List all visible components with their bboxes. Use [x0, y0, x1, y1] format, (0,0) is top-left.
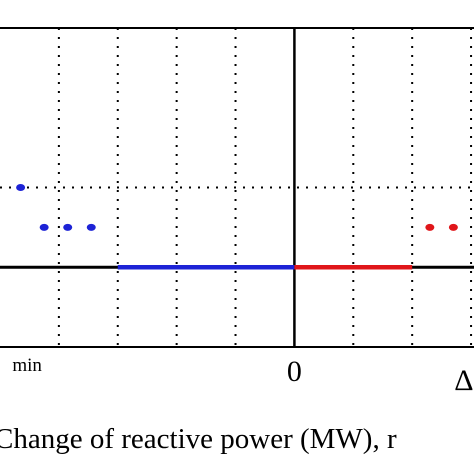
series-0-point-0 [16, 184, 26, 191]
x-tick-label-2: Δ [454, 364, 473, 397]
series-1-point-0 [425, 223, 435, 231]
grid [0, 28, 474, 347]
series-0-point-3 [86, 223, 96, 231]
tick-labels: min 0 Δ [12, 355, 473, 397]
series [16, 184, 458, 270]
series-0-point-1 [39, 223, 49, 231]
x-tick-label-1: 0 [287, 355, 302, 388]
series-0-point-2 [63, 223, 73, 231]
axes [0, 27, 474, 348]
x-tick-label-0: min [12, 355, 42, 376]
x-axis-label: Change of reactive power (MW), r [0, 423, 397, 455]
series-1-point-1 [448, 223, 458, 231]
